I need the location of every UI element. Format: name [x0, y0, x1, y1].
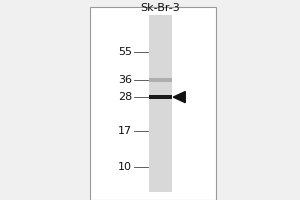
Text: 17: 17 — [118, 126, 132, 136]
Bar — [149, 95, 172, 99]
Bar — [149, 15, 172, 192]
Text: 28: 28 — [118, 92, 132, 102]
Text: 55: 55 — [118, 47, 132, 57]
Bar — [90, 7, 216, 200]
Polygon shape — [173, 92, 185, 103]
Text: 36: 36 — [118, 75, 132, 85]
Text: 10: 10 — [118, 162, 132, 172]
Text: Sk-Br-3: Sk-Br-3 — [141, 3, 180, 13]
Bar — [149, 78, 172, 82]
